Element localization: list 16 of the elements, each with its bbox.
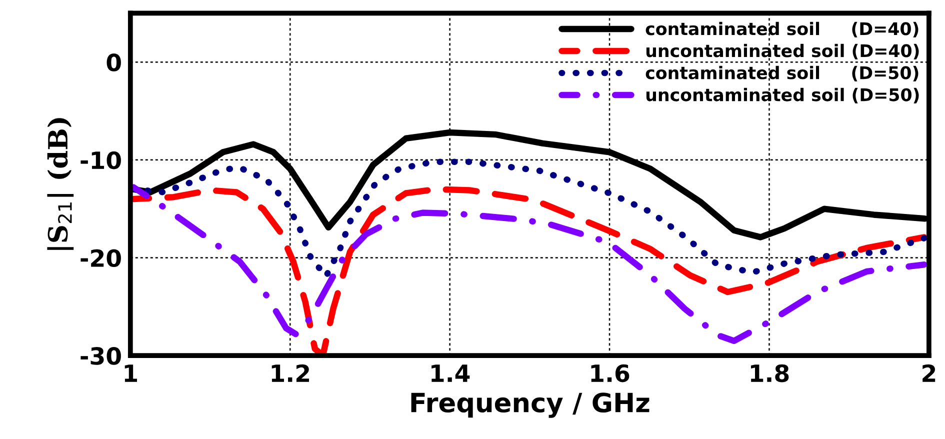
legend-label: uncontaminated soil (D=50)	[646, 88, 919, 104]
y-tick-label: -10	[80, 151, 121, 170]
y-axis-title: |S$_{21}$| (dB)	[47, 118, 74, 250]
legend-label: contaminated soil (D=40)	[646, 22, 918, 38]
legend-label: contaminated soil (D=50)	[646, 66, 918, 82]
y-tick-label: -20	[80, 249, 121, 268]
x-tick-label: 1.8	[750, 364, 789, 382]
x-tick-label: 1	[124, 364, 137, 382]
x-tick-label: 1.2	[272, 364, 309, 382]
y-tick-label: 0	[106, 54, 121, 72]
x-tick-label: 1.6	[591, 364, 630, 382]
x-tick-label: 1.4	[432, 364, 470, 382]
y-tick-label: -30	[80, 347, 121, 365]
x-tick-label: 2	[922, 364, 936, 382]
legend-label: uncontaminated soil (D=40)	[646, 44, 919, 60]
x-axis-title: Frequency / GHz	[411, 392, 650, 418]
